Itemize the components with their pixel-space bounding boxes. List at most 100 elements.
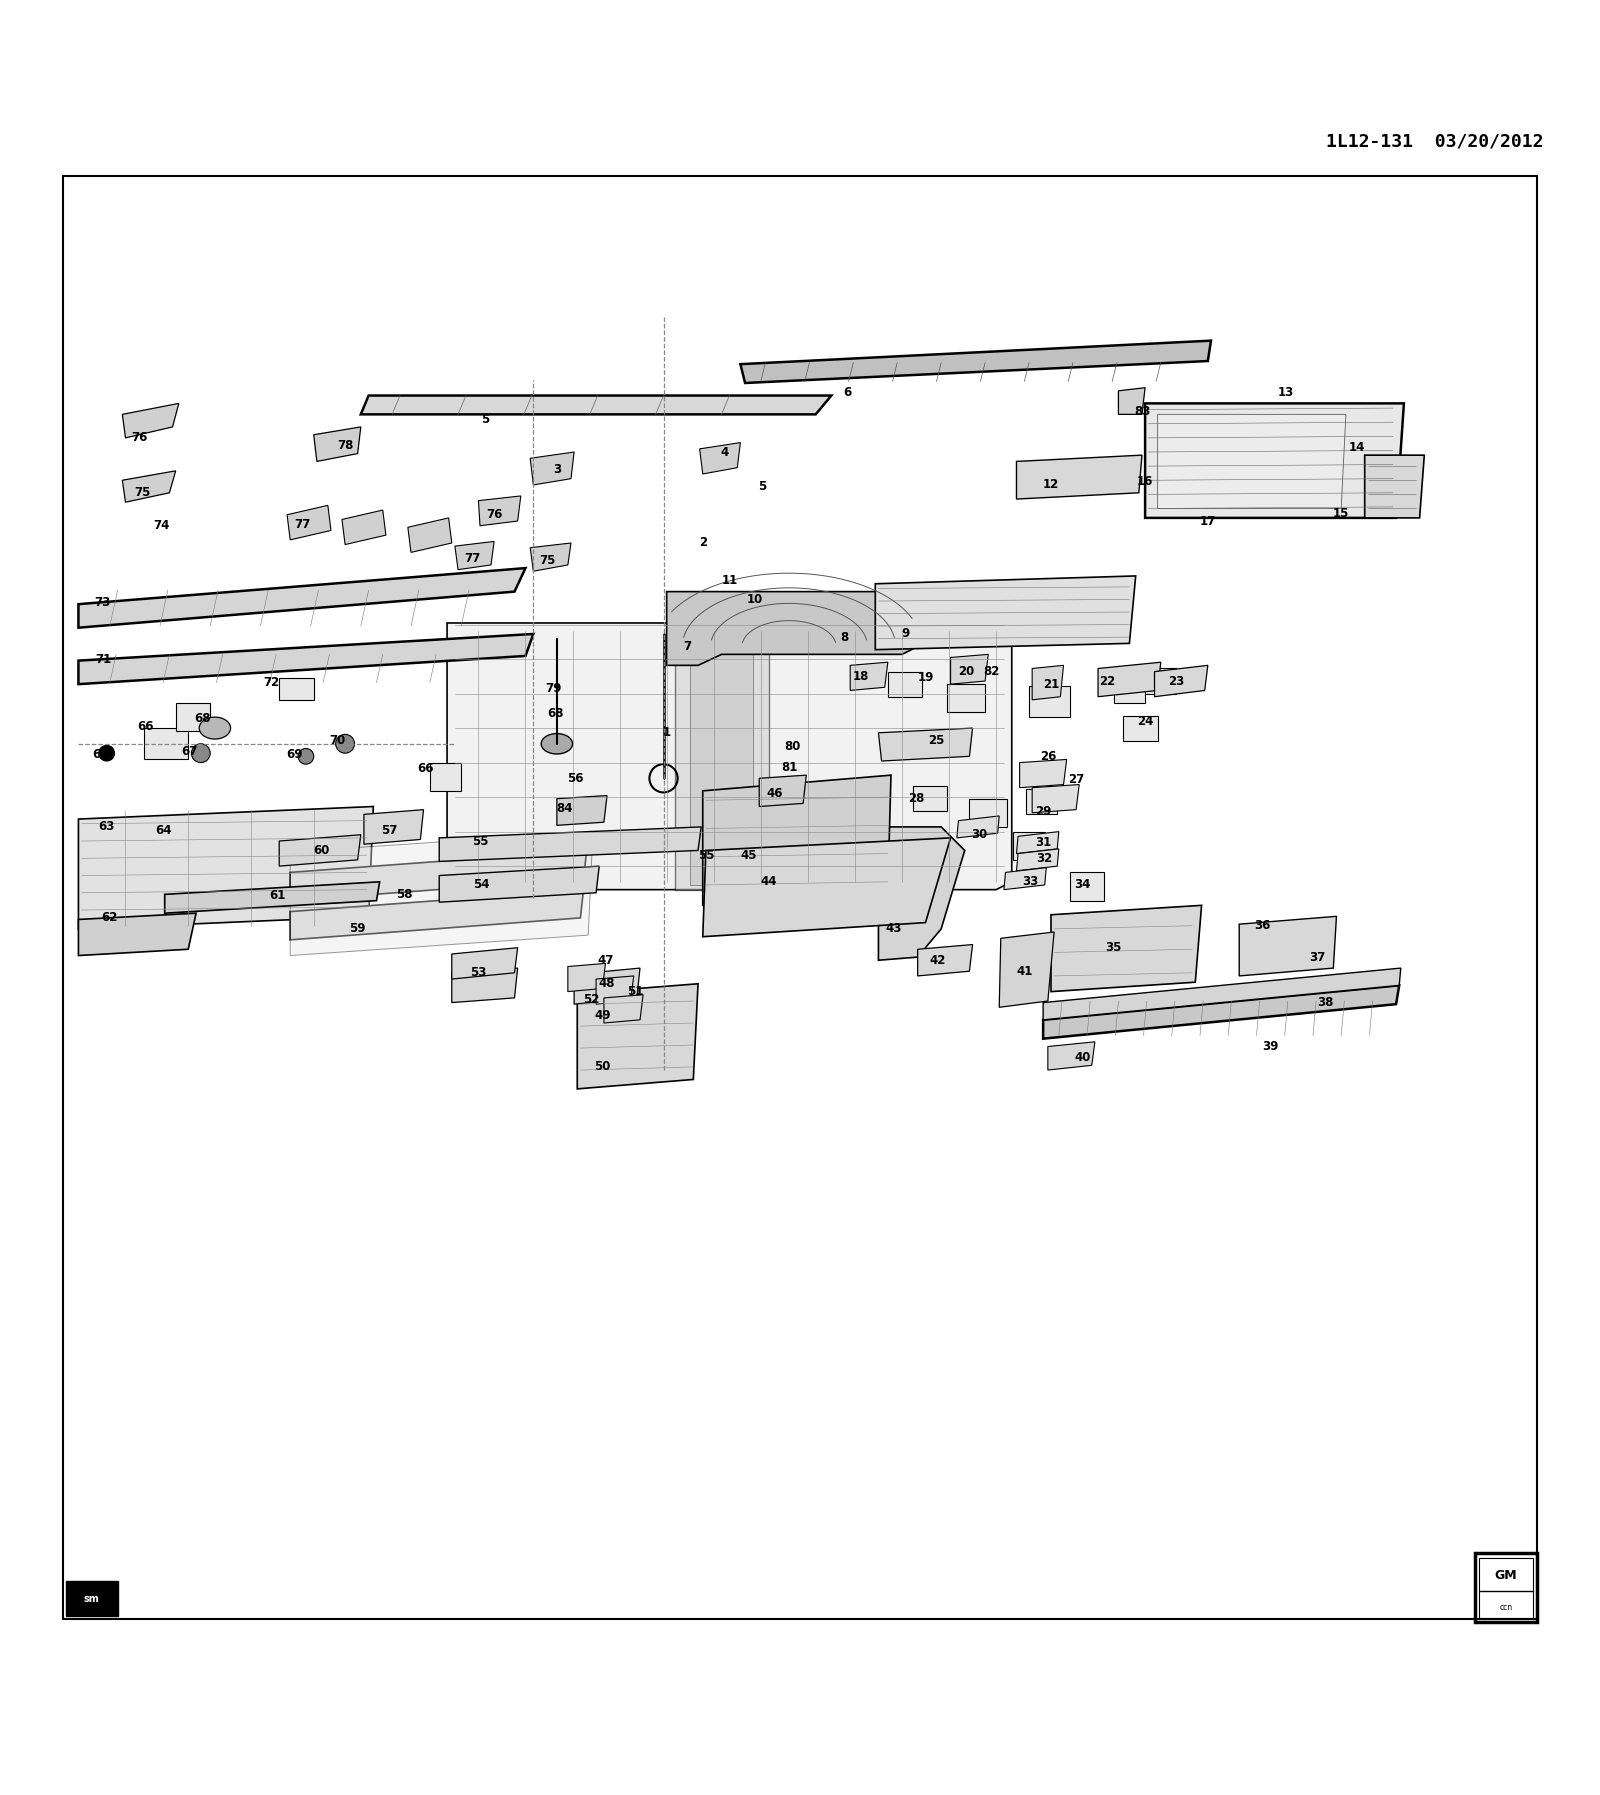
Polygon shape — [1003, 867, 1046, 890]
Text: 24: 24 — [1138, 716, 1154, 729]
Text: 25: 25 — [928, 734, 944, 747]
Polygon shape — [1032, 666, 1064, 700]
Polygon shape — [342, 510, 386, 544]
Text: 33: 33 — [1022, 876, 1038, 889]
Polygon shape — [918, 944, 973, 976]
Polygon shape — [314, 427, 360, 461]
Polygon shape — [690, 628, 754, 885]
Text: 72: 72 — [264, 677, 280, 689]
Text: 48: 48 — [598, 976, 616, 991]
Polygon shape — [603, 994, 643, 1023]
Text: 36: 36 — [1254, 919, 1270, 932]
Text: 15: 15 — [1333, 506, 1349, 521]
Text: 4: 4 — [720, 445, 730, 458]
Text: 78: 78 — [338, 440, 354, 452]
Text: 52: 52 — [582, 993, 600, 1005]
Text: 55: 55 — [698, 849, 714, 862]
Text: 16: 16 — [1138, 476, 1154, 488]
Text: 10: 10 — [746, 592, 763, 607]
Text: ccn: ccn — [1499, 1603, 1512, 1612]
Text: 1: 1 — [662, 727, 670, 740]
Text: 18: 18 — [853, 670, 869, 682]
Text: 31: 31 — [1035, 836, 1051, 849]
Text: 21: 21 — [1043, 679, 1059, 691]
Polygon shape — [78, 914, 197, 955]
Text: 34: 34 — [1074, 878, 1091, 892]
Text: 39: 39 — [1262, 1039, 1278, 1054]
Polygon shape — [440, 827, 701, 862]
Bar — [1146, 668, 1176, 693]
Polygon shape — [578, 984, 698, 1090]
Polygon shape — [597, 976, 634, 1003]
Text: 37: 37 — [1309, 951, 1326, 964]
Polygon shape — [1016, 831, 1059, 854]
Text: 59: 59 — [349, 923, 366, 935]
Polygon shape — [530, 544, 571, 571]
Text: 76: 76 — [131, 431, 147, 445]
Polygon shape — [454, 542, 494, 569]
Polygon shape — [1051, 905, 1202, 991]
Text: 66: 66 — [418, 763, 434, 775]
Text: 53: 53 — [470, 966, 486, 980]
Text: 68: 68 — [547, 707, 563, 720]
Polygon shape — [741, 341, 1211, 382]
Text: 2: 2 — [699, 537, 707, 549]
Text: 14: 14 — [1349, 442, 1365, 454]
Polygon shape — [1146, 404, 1403, 519]
Bar — [1026, 790, 1058, 815]
Text: 6: 6 — [843, 386, 851, 398]
Polygon shape — [1019, 759, 1067, 788]
Text: 57: 57 — [381, 824, 397, 836]
Polygon shape — [1118, 388, 1146, 415]
Polygon shape — [675, 623, 768, 890]
Text: 47: 47 — [597, 953, 614, 968]
Text: 8: 8 — [840, 630, 848, 644]
Polygon shape — [286, 506, 331, 540]
Polygon shape — [451, 968, 518, 1003]
Text: 12: 12 — [1043, 479, 1059, 492]
Polygon shape — [950, 655, 989, 684]
Bar — [176, 704, 210, 731]
Polygon shape — [574, 968, 640, 1003]
Bar — [66, 1581, 118, 1616]
Bar — [1475, 1553, 1538, 1623]
Text: 23: 23 — [1168, 675, 1184, 687]
Polygon shape — [122, 404, 179, 438]
Polygon shape — [78, 567, 525, 628]
Text: 51: 51 — [627, 985, 643, 998]
Text: 7: 7 — [683, 641, 691, 653]
Text: 41: 41 — [1016, 964, 1032, 978]
Polygon shape — [557, 795, 606, 826]
Polygon shape — [78, 634, 533, 684]
Polygon shape — [363, 810, 424, 844]
Text: 42: 42 — [930, 953, 946, 968]
Text: 5: 5 — [758, 479, 766, 494]
Bar — [1123, 716, 1158, 741]
Polygon shape — [165, 881, 379, 914]
Circle shape — [99, 745, 115, 761]
Text: 65: 65 — [93, 749, 109, 761]
Text: 46: 46 — [766, 788, 782, 801]
Ellipse shape — [200, 718, 230, 740]
Text: 69: 69 — [286, 749, 302, 761]
Text: 20: 20 — [958, 666, 974, 679]
Text: 44: 44 — [760, 876, 778, 889]
Polygon shape — [568, 964, 605, 991]
Text: 27: 27 — [1067, 774, 1085, 786]
Polygon shape — [1000, 932, 1054, 1007]
Bar — [1480, 1558, 1533, 1617]
Text: 64: 64 — [155, 824, 171, 836]
Text: 66: 66 — [138, 720, 154, 732]
Polygon shape — [1032, 784, 1080, 813]
Bar — [1070, 872, 1104, 901]
Polygon shape — [1240, 915, 1336, 976]
Polygon shape — [1158, 415, 1346, 508]
Polygon shape — [702, 775, 891, 905]
Circle shape — [192, 743, 210, 763]
Polygon shape — [699, 443, 741, 474]
Text: 67: 67 — [182, 745, 198, 757]
Circle shape — [336, 734, 355, 754]
Polygon shape — [1043, 968, 1400, 1020]
Text: 60: 60 — [314, 844, 330, 856]
Text: 80: 80 — [784, 740, 800, 754]
